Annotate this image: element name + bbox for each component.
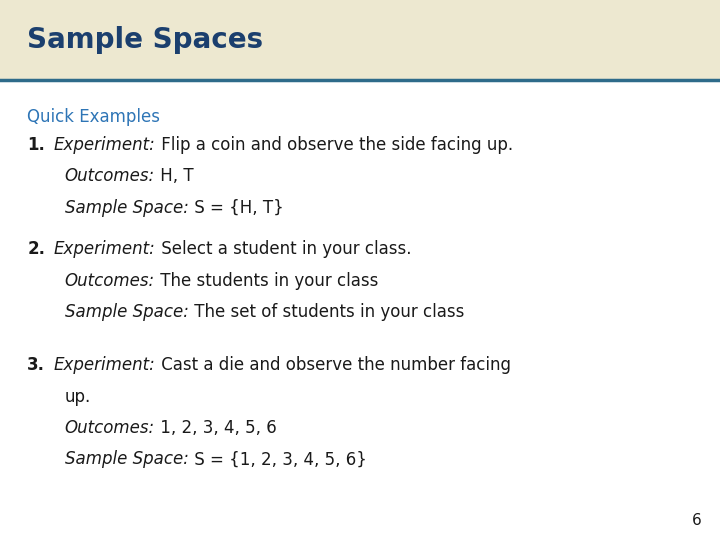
Text: Sample Space:: Sample Space:: [65, 450, 189, 468]
Text: S = {H, T}: S = {H, T}: [189, 199, 284, 217]
Text: up.: up.: [65, 388, 91, 406]
Text: The students in your class: The students in your class: [155, 272, 378, 289]
Text: Sample Space:: Sample Space:: [65, 199, 189, 217]
Text: Flip a coin and observe the side facing up.: Flip a coin and observe the side facing …: [156, 136, 513, 154]
Text: The set of students in your class: The set of students in your class: [189, 303, 464, 321]
Text: 1, 2, 3, 4, 5, 6: 1, 2, 3, 4, 5, 6: [155, 419, 276, 437]
Text: Select a student in your class.: Select a student in your class.: [156, 240, 411, 258]
Text: 1.: 1.: [27, 136, 45, 154]
Text: S = {1, 2, 3, 4, 5, 6}: S = {1, 2, 3, 4, 5, 6}: [189, 450, 366, 468]
Bar: [0, 0, 720, 80]
Text: Cast a die and observe the number facing: Cast a die and observe the number facing: [156, 356, 510, 374]
Text: Experiment:: Experiment:: [54, 240, 156, 258]
Text: Quick Examples: Quick Examples: [27, 108, 161, 126]
Text: 6: 6: [692, 513, 702, 528]
Text: Outcomes:: Outcomes:: [65, 419, 155, 437]
Text: Sample Spaces: Sample Spaces: [27, 26, 264, 55]
Text: Experiment:: Experiment:: [54, 356, 156, 374]
Text: H, T: H, T: [155, 167, 194, 185]
Text: Experiment:: Experiment:: [54, 136, 156, 154]
Text: 3.: 3.: [27, 356, 45, 374]
Text: Outcomes:: Outcomes:: [65, 272, 155, 289]
Text: Sample Space:: Sample Space:: [65, 303, 189, 321]
Text: Outcomes:: Outcomes:: [65, 167, 155, 185]
Text: 2.: 2.: [27, 240, 45, 258]
